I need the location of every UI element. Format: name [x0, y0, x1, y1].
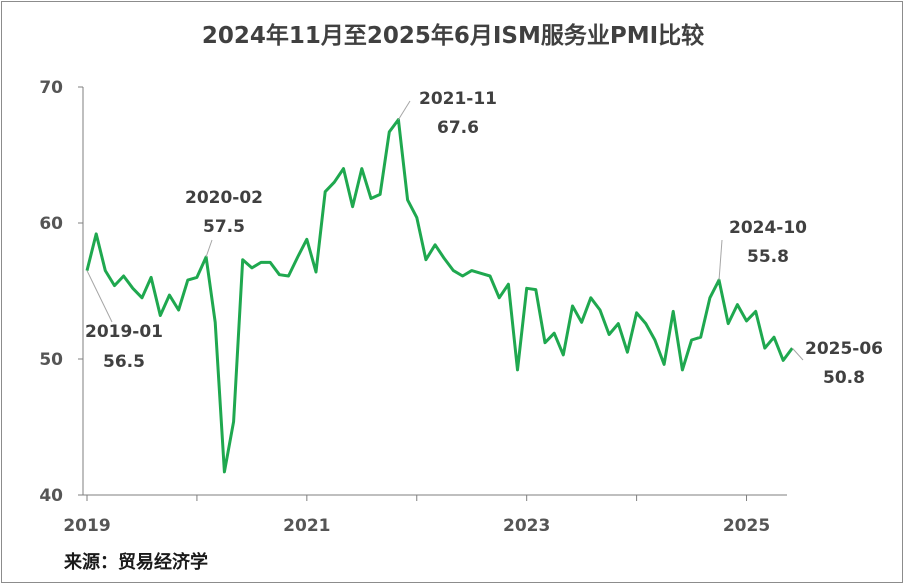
- series-line: [85, 118, 794, 474]
- annotation-leader: [205, 239, 213, 258]
- annotation-leader: [86, 270, 113, 323]
- annotation-value: 55.8: [747, 247, 789, 267]
- x-tick-label: 2019: [63, 516, 110, 536]
- y-tick-label: 50: [39, 350, 63, 370]
- annotation-date: 2025-06: [805, 339, 883, 359]
- annotation-date: 2019-01: [85, 322, 163, 342]
- x-tick-label: 2025: [723, 516, 770, 536]
- annotation-leader: [791, 347, 804, 361]
- x-tick-label: 2021: [283, 516, 330, 536]
- chart-title: 2024年11月至2025年6月ISM服务业PMI比较: [201, 23, 705, 49]
- annotation-date: 2024-10: [729, 218, 807, 238]
- annotation-leader: [718, 239, 723, 281]
- annotation-date: 2021-11: [419, 89, 497, 109]
- annotation-date: 2020-02: [185, 188, 263, 208]
- y-tick-label: 60: [39, 214, 63, 234]
- annotation-value: 56.5: [103, 352, 145, 372]
- annotation-value: 50.8: [823, 368, 865, 388]
- y-tick-label: 40: [39, 486, 63, 506]
- x-tick-label: 2023: [503, 516, 550, 536]
- y-tick-label: 70: [39, 78, 63, 98]
- annotation-value: 67.6: [437, 118, 479, 138]
- source-note: 来源：贸易经济学: [64, 552, 208, 573]
- annotation-value: 57.5: [203, 217, 245, 237]
- annotation-leader: [398, 100, 411, 120]
